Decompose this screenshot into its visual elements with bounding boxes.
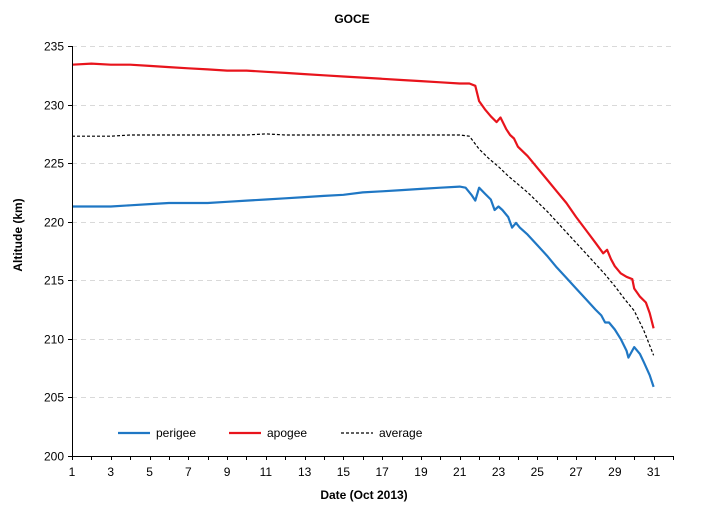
y-tick-label-220: 220: [44, 216, 64, 230]
legend: perigee apogee average: [118, 426, 423, 440]
x-tick-label-11: 11: [260, 465, 273, 479]
series-line-average: [72, 133, 655, 356]
x-tick-label-1: 1: [69, 465, 76, 479]
y-tick-label-235: 235: [44, 40, 64, 54]
series-line-perigee: [72, 185, 655, 388]
y-tick-label-215: 215: [44, 274, 64, 288]
x-tick-label-5: 5: [146, 465, 153, 479]
x-tick-label-21: 21: [453, 465, 467, 479]
y-tick-label-230: 230: [44, 99, 64, 113]
x-tick-label-19: 19: [414, 465, 428, 479]
x-tick-label-7: 7: [185, 465, 192, 479]
x-tick-label-9: 9: [224, 465, 231, 479]
x-tick-label-29: 29: [608, 465, 622, 479]
chart-title: GOCE: [334, 12, 369, 26]
x-tick-label-31: 31: [647, 465, 661, 479]
x-tick-label-15: 15: [337, 465, 351, 479]
y-tick-label-210: 210: [44, 333, 64, 347]
x-tick-label-27: 27: [569, 465, 583, 479]
gridlines: [72, 46, 673, 398]
x-axis-label: Date (Oct 2013): [320, 488, 407, 502]
y-axis-label: Altitude (km): [11, 198, 25, 271]
y-tick-label-205: 205: [44, 391, 64, 405]
x-tick-label-13: 13: [298, 465, 312, 479]
axes: [68, 46, 674, 460]
series-lines: [71, 62, 655, 388]
y-tick-label-225: 225: [44, 157, 64, 171]
legend-label-perigee: perigee: [156, 426, 196, 440]
series-line-apogee: [71, 62, 655, 329]
legend-label-apogee: apogee: [267, 426, 307, 440]
x-tick-label-17: 17: [376, 465, 390, 479]
x-tick-label-25: 25: [531, 465, 545, 479]
x-tick-label-23: 23: [492, 465, 506, 479]
y-tick-label-200: 200: [44, 450, 64, 464]
legend-label-average: average: [379, 426, 423, 440]
x-tick-label-3: 3: [107, 465, 114, 479]
